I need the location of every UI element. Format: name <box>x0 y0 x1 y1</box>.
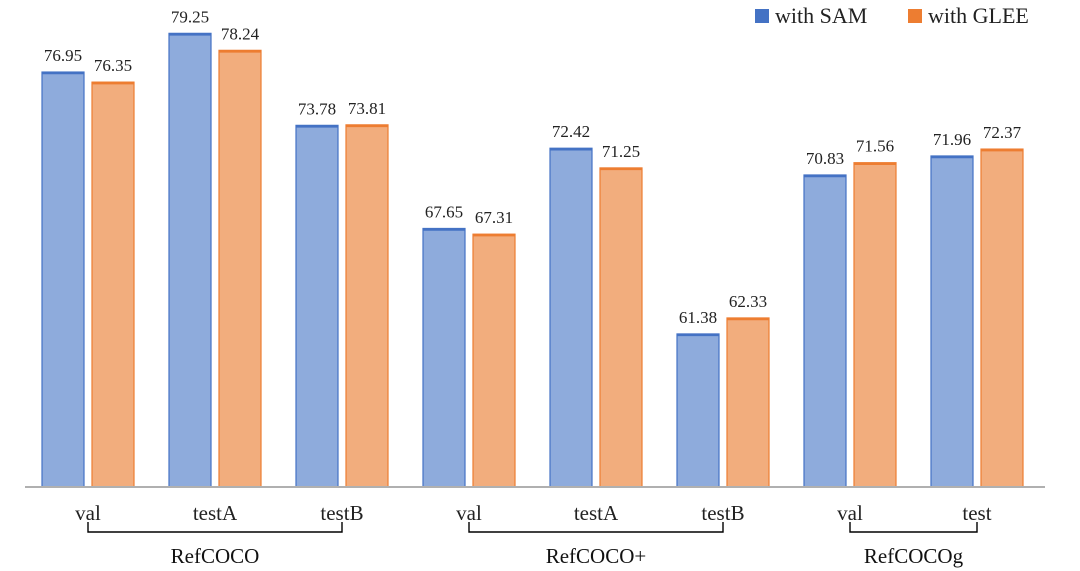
group-label-3: RefCOCOg <box>864 544 964 568</box>
x-tick-labels: val testA testB val testA testB val test <box>75 501 992 525</box>
bar-with-sam-6 <box>676 333 720 488</box>
bar-with-glee-5 <box>599 167 643 488</box>
bar-with-glee-7 <box>853 162 897 488</box>
bar-with-glee-6 <box>726 317 770 488</box>
bar-with-glee-2 <box>218 49 262 488</box>
data-label-with-glee-2: 78.24 <box>221 24 260 43</box>
data-label-with-sam-8: 71.96 <box>933 130 971 149</box>
data-label-with-glee-3: 73.81 <box>348 99 386 118</box>
data-label-with-glee-6: 62.33 <box>729 292 767 311</box>
data-label-with-sam-3: 73.78 <box>298 99 336 118</box>
x-tick-label-8: test <box>962 501 991 525</box>
data-label-with-glee-1: 76.35 <box>94 56 132 75</box>
bar-with-sam-5 <box>549 147 593 488</box>
bar-with-glee-3 <box>345 124 389 488</box>
group-label-1: RefCOCO <box>171 544 260 568</box>
bar-with-glee-4 <box>472 233 516 488</box>
data-label-with-sam-5: 72.42 <box>552 122 590 141</box>
x-tick-label-2: testA <box>193 501 238 525</box>
data-label-with-glee-8: 72.37 <box>983 123 1022 142</box>
group-bracket-2 <box>468 522 724 533</box>
bar-with-sam-2 <box>168 32 212 488</box>
group-label-2: RefCOCO+ <box>546 544 647 568</box>
legend-swatch-with-glee <box>908 9 922 23</box>
bar-with-sam-7 <box>803 174 847 488</box>
x-tick-label-4: val <box>456 501 482 525</box>
x-tick-label-5: testA <box>574 501 619 525</box>
data-label-with-sam-1: 76.95 <box>44 46 82 65</box>
bar-with-sam-3 <box>295 124 339 488</box>
x-tick-label-1: val <box>75 501 101 525</box>
legend-label-with-glee: with GLEE <box>928 3 1029 28</box>
data-label-with-glee-7: 71.56 <box>856 137 894 156</box>
data-label-with-glee-4: 67.31 <box>475 208 513 227</box>
group-labels: RefCOCO RefCOCO+ RefCOCOg <box>87 522 978 568</box>
x-tick-label-6: testB <box>701 501 744 525</box>
bar-with-sam-1 <box>41 71 85 488</box>
data-label-with-sam-6: 61.38 <box>679 308 717 327</box>
data-label-with-sam-2: 79.25 <box>171 7 209 26</box>
bars-layer: 76.95 76.35 79.25 78.24 73.78 73.81 67.65 67.31… <box>41 7 1024 488</box>
legend-label-with-sam: with SAM <box>775 3 867 28</box>
bar-with-sam-8 <box>930 155 974 488</box>
bar-with-glee-1 <box>91 81 135 488</box>
bar-with-sam-4 <box>422 227 466 488</box>
x-tick-label-7: val <box>837 501 863 525</box>
legend-swatch-with-sam <box>755 9 769 23</box>
data-label-with-glee-5: 71.25 <box>602 142 640 161</box>
x-tick-label-3: testB <box>320 501 363 525</box>
group-bracket-1 <box>87 522 343 533</box>
bar-with-glee-8 <box>980 148 1024 488</box>
legend: with SAM with GLEE <box>755 3 1029 28</box>
data-label-with-sam-7: 70.83 <box>806 149 844 168</box>
data-label-with-sam-4: 67.65 <box>425 202 463 221</box>
group-bracket-3 <box>849 522 978 533</box>
